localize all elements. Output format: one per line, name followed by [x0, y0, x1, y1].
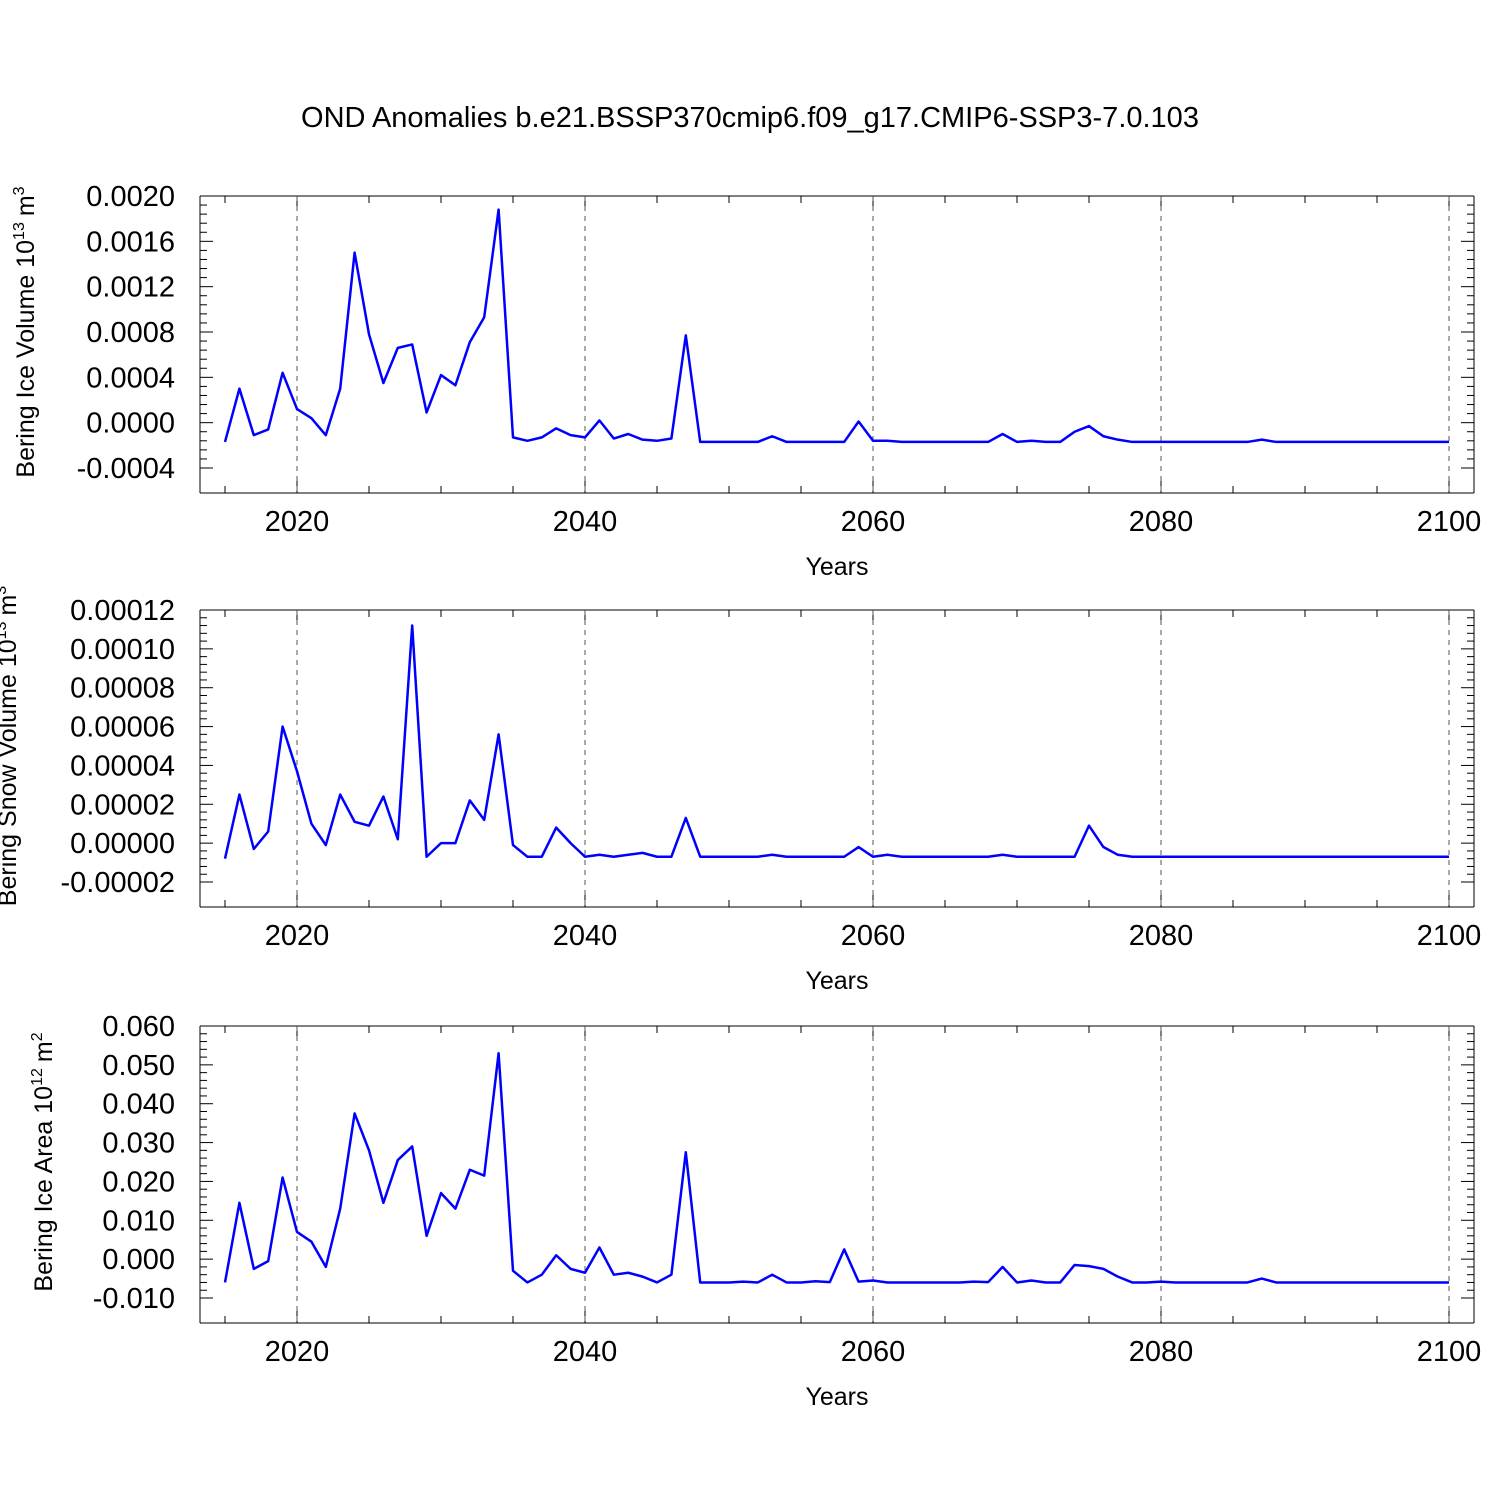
series-line [223, 208, 1449, 444]
y-tick-label: 0.060 [102, 1011, 175, 1043]
y-tick-label: 0.00006 [70, 712, 175, 744]
y-tick-label: -0.00002 [61, 867, 176, 899]
x-tick-label: 2080 [1129, 1336, 1194, 1368]
y-tick-label: 0.050 [102, 1050, 175, 1082]
y-axis-label-exponent: 13 [0, 621, 10, 639]
x-tick-label: 2100 [1417, 920, 1482, 952]
x-axis-label: Years [805, 967, 868, 995]
y-axis-label-main: Bering Snow Volume 10 [0, 639, 22, 906]
chart-panel-1: 2020 2040 2060 2080 2100 -0.0004 0.0000 0.0004 0… [11, 181, 1481, 581]
y-tick-label: 0.040 [102, 1089, 175, 1121]
x-tick-label: 2020 [265, 920, 330, 952]
y-axis-label-unit: m [30, 1041, 58, 1062]
y-axis-label-unit-exponent: 3 [0, 586, 10, 595]
y-tick-label: -0.010 [93, 1283, 175, 1315]
y-axis-label: Bering Ice Volume 1013 m3 [11, 186, 40, 477]
y-axis-label: Bering Ice Area 1012 m2 [29, 1032, 58, 1291]
x-tick-label: 2040 [553, 506, 618, 538]
chart-title: OND Anomalies b.e21.BSSP370cmip6.f09_g17… [301, 102, 1199, 134]
y-axis-label-main: Bering Ice Area 10 [30, 1086, 58, 1292]
y-tick-label: 0.00004 [70, 750, 175, 782]
y-tick-label: 0.0000 [86, 408, 175, 440]
x-tick-label: 2100 [1417, 1336, 1482, 1368]
y-tick-label: 0.0016 [86, 226, 175, 258]
x-tick-label: 2080 [1129, 920, 1194, 952]
y-tick-label: 0.0012 [86, 272, 175, 304]
y-axis-label-unit-exponent: 2 [29, 1032, 46, 1041]
y-axis-label-unit-exponent: 3 [11, 186, 28, 195]
y-tick-label: 0.030 [102, 1128, 175, 1160]
series-line [223, 624, 1449, 859]
y-tick-label: 0.010 [102, 1205, 175, 1237]
x-axis-label: Years [805, 553, 868, 581]
y-axis-label-exponent: 13 [11, 222, 28, 240]
y-axis-label-exponent: 12 [29, 1068, 46, 1086]
y-tick-label: 0.00002 [70, 789, 175, 821]
series-line [223, 1051, 1449, 1284]
y-axis-label-main: Bering Ice Volume 10 [12, 240, 40, 478]
y-axis-label: Bering Snow Volume 1013 m3 [0, 586, 22, 906]
x-tick-label: 2020 [265, 1336, 330, 1368]
y-tick-label: 0.00010 [70, 634, 175, 666]
chart-panel-3: 2020 2040 2060 2080 2100 -0.010 0.000 0.010 0.02… [29, 1011, 1481, 1411]
y-tick-label: 0.0020 [86, 181, 175, 213]
y-tick-label: 0.0004 [86, 362, 175, 394]
y-tick-label: 0.000 [102, 1244, 175, 1276]
chart-panel-2: 2020 2040 2060 2080 2100 -0.00002 0.00000 0.000… [0, 586, 1481, 995]
y-axis-label-unit: m [0, 595, 22, 616]
x-tick-label: 2040 [553, 920, 618, 952]
y-tick-label: 0.020 [102, 1166, 175, 1198]
y-tick-label: 0.00012 [70, 595, 175, 627]
y-tick-label: 0.0008 [86, 317, 175, 349]
x-axis-label: Years [805, 1383, 868, 1411]
y-tick-label: 0.00008 [70, 673, 175, 705]
x-tick-label: 2060 [841, 1336, 906, 1368]
y-axis-label-unit: m [12, 195, 40, 216]
x-tick-label: 2040 [553, 1336, 618, 1368]
x-tick-label: 2060 [841, 920, 906, 952]
x-tick-label: 2080 [1129, 506, 1194, 538]
x-tick-label: 2020 [265, 506, 330, 538]
x-tick-label: 2100 [1417, 506, 1482, 538]
x-tick-label: 2060 [841, 506, 906, 538]
y-tick-label: -0.0004 [77, 453, 175, 485]
y-tick-label: 0.00000 [70, 828, 175, 860]
